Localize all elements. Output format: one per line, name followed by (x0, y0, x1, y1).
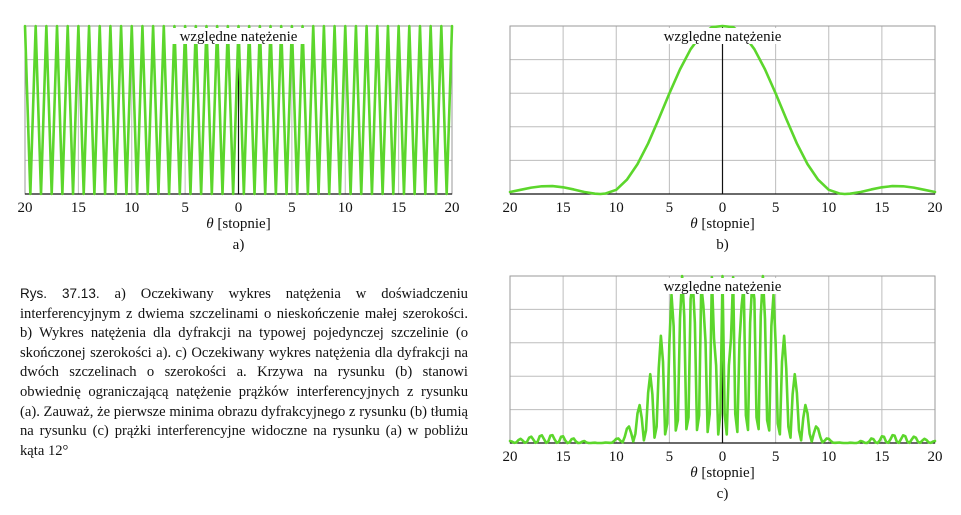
x-tick-label: 10 (338, 200, 353, 216)
x-tick-label: 5 (666, 200, 674, 216)
theta-symbol: θ (690, 465, 698, 481)
x-tick-label: 20 (503, 200, 518, 216)
x-tick-label: 5 (666, 449, 674, 465)
x-tick-label: 0 (235, 200, 243, 216)
x-tick-label: 20 (503, 449, 518, 465)
x-tick-label: 15 (874, 200, 889, 216)
chart-c-svg: względne natężenie 20 15 10 5 0 5 10 15 20 θ [stop… (503, 274, 943, 502)
x-tick-label: 0 (719, 449, 727, 465)
chart-panel-b: względne natężenie 20 15 10 5 0 5 10 15 20 θ [stop… (485, 0, 961, 260)
x-tick-label: 5 (772, 200, 780, 216)
x-tick-label: 15 (556, 200, 571, 216)
x-tick-label: 15 (71, 200, 86, 216)
chart-title-bg-a (168, 28, 309, 44)
theta-symbol: θ (690, 216, 698, 232)
theta-symbol: θ (206, 216, 214, 232)
x-tick-label: 5 (288, 200, 296, 216)
x-tick-label: 0 (719, 200, 727, 216)
chart-title-bg-b (652, 28, 793, 44)
chart-title-c: względne natężenie (664, 279, 782, 295)
x-tick-label: 15 (391, 200, 406, 216)
x-tick-label: 5 (772, 449, 780, 465)
x-axis-unit: [stopnie] (698, 216, 755, 232)
x-tick-label: 5 (181, 200, 189, 216)
chart-a-svg: względne natężenie 20 15 10 5 0 5 10 15 20 θ [stop… (18, 24, 460, 253)
x-tick-label: 20 (18, 200, 33, 216)
panel-label-a: a) (233, 237, 245, 253)
x-tick-label: 15 (874, 449, 889, 465)
x-axis-title-a: θ [stopnie] (206, 216, 270, 232)
intensity-line-b (508, 24, 937, 196)
chart-title-bg-c (652, 278, 793, 294)
chart-panel-a: względne natężenie 20 15 10 5 0 5 10 15 20 θ [stop… (0, 0, 475, 260)
x-tick-label: 10 (609, 200, 624, 216)
x-tick-label: 10 (609, 449, 624, 465)
x-tick-label: 15 (556, 449, 571, 465)
figure-caption: Rys. 37.13. a) Oczekiwany wykres natężen… (20, 284, 468, 461)
chart-title-a: względne natężenie (180, 29, 298, 45)
chart-panel-c: względne natężenie 20 15 10 5 0 5 10 15 20 θ [stop… (485, 262, 961, 515)
x-tick-label: 20 (928, 200, 943, 216)
x-axis-title-c: θ [stopnie] (690, 465, 754, 481)
x-axis-unit: [stopnie] (214, 216, 271, 232)
x-tick-label: 10 (124, 200, 139, 216)
caption-text: a) Oczekiwany wykres natężenia w doświad… (20, 286, 468, 459)
intensity-line-c (508, 274, 937, 445)
caption-lead: Rys. 37.13. (20, 286, 100, 301)
x-axis-title-b: θ [stopnie] (690, 216, 754, 232)
chart-b-svg: względne natężenie 20 15 10 5 0 5 10 15 20 θ [stop… (503, 24, 943, 253)
x-tick-label: 10 (821, 200, 836, 216)
x-axis-unit: [stopnie] (698, 465, 755, 481)
intensity-line-a (23, 24, 454, 196)
x-tick-label: 20 (928, 449, 943, 465)
chart-title-b: względne natężenie (664, 29, 782, 45)
x-tick-label: 10 (821, 449, 836, 465)
panel-label-b: b) (716, 237, 729, 253)
x-tick-label: 20 (445, 200, 460, 216)
panel-label-c: c) (717, 486, 729, 502)
